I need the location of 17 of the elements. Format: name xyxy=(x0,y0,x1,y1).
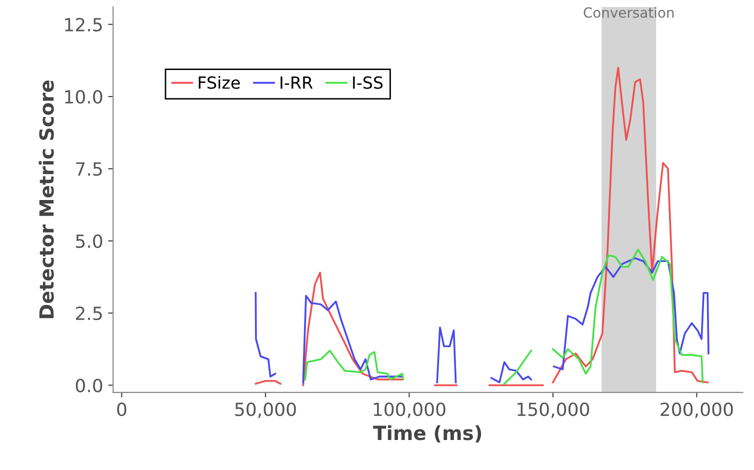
x-tick-label: 50,000 xyxy=(235,402,296,418)
y-tick-label: 5.0 xyxy=(76,234,102,248)
y-tick-label: 7.5 xyxy=(76,162,102,176)
y-tick-label: 10.0 xyxy=(65,90,102,104)
x-tick-label: 0 xyxy=(117,402,126,416)
y-tick-label: 2.5 xyxy=(76,306,102,320)
x-axis-title: Time (ms) xyxy=(373,425,482,443)
x-tick-label: 200,000 xyxy=(660,402,733,418)
legend-label: FSize xyxy=(198,76,240,89)
legend-label: I-RR xyxy=(280,76,313,89)
y-tick-label: 0.0 xyxy=(76,378,102,392)
band-label: Conversation xyxy=(584,7,674,18)
x-tick-label: 100,000 xyxy=(374,402,446,418)
x-tick-label: 150,000 xyxy=(518,402,590,418)
y-axis-title: Detector Metric Score xyxy=(38,80,54,318)
legend-label: I-SS xyxy=(353,76,383,89)
y-tick-label: 12.5 xyxy=(65,18,102,32)
